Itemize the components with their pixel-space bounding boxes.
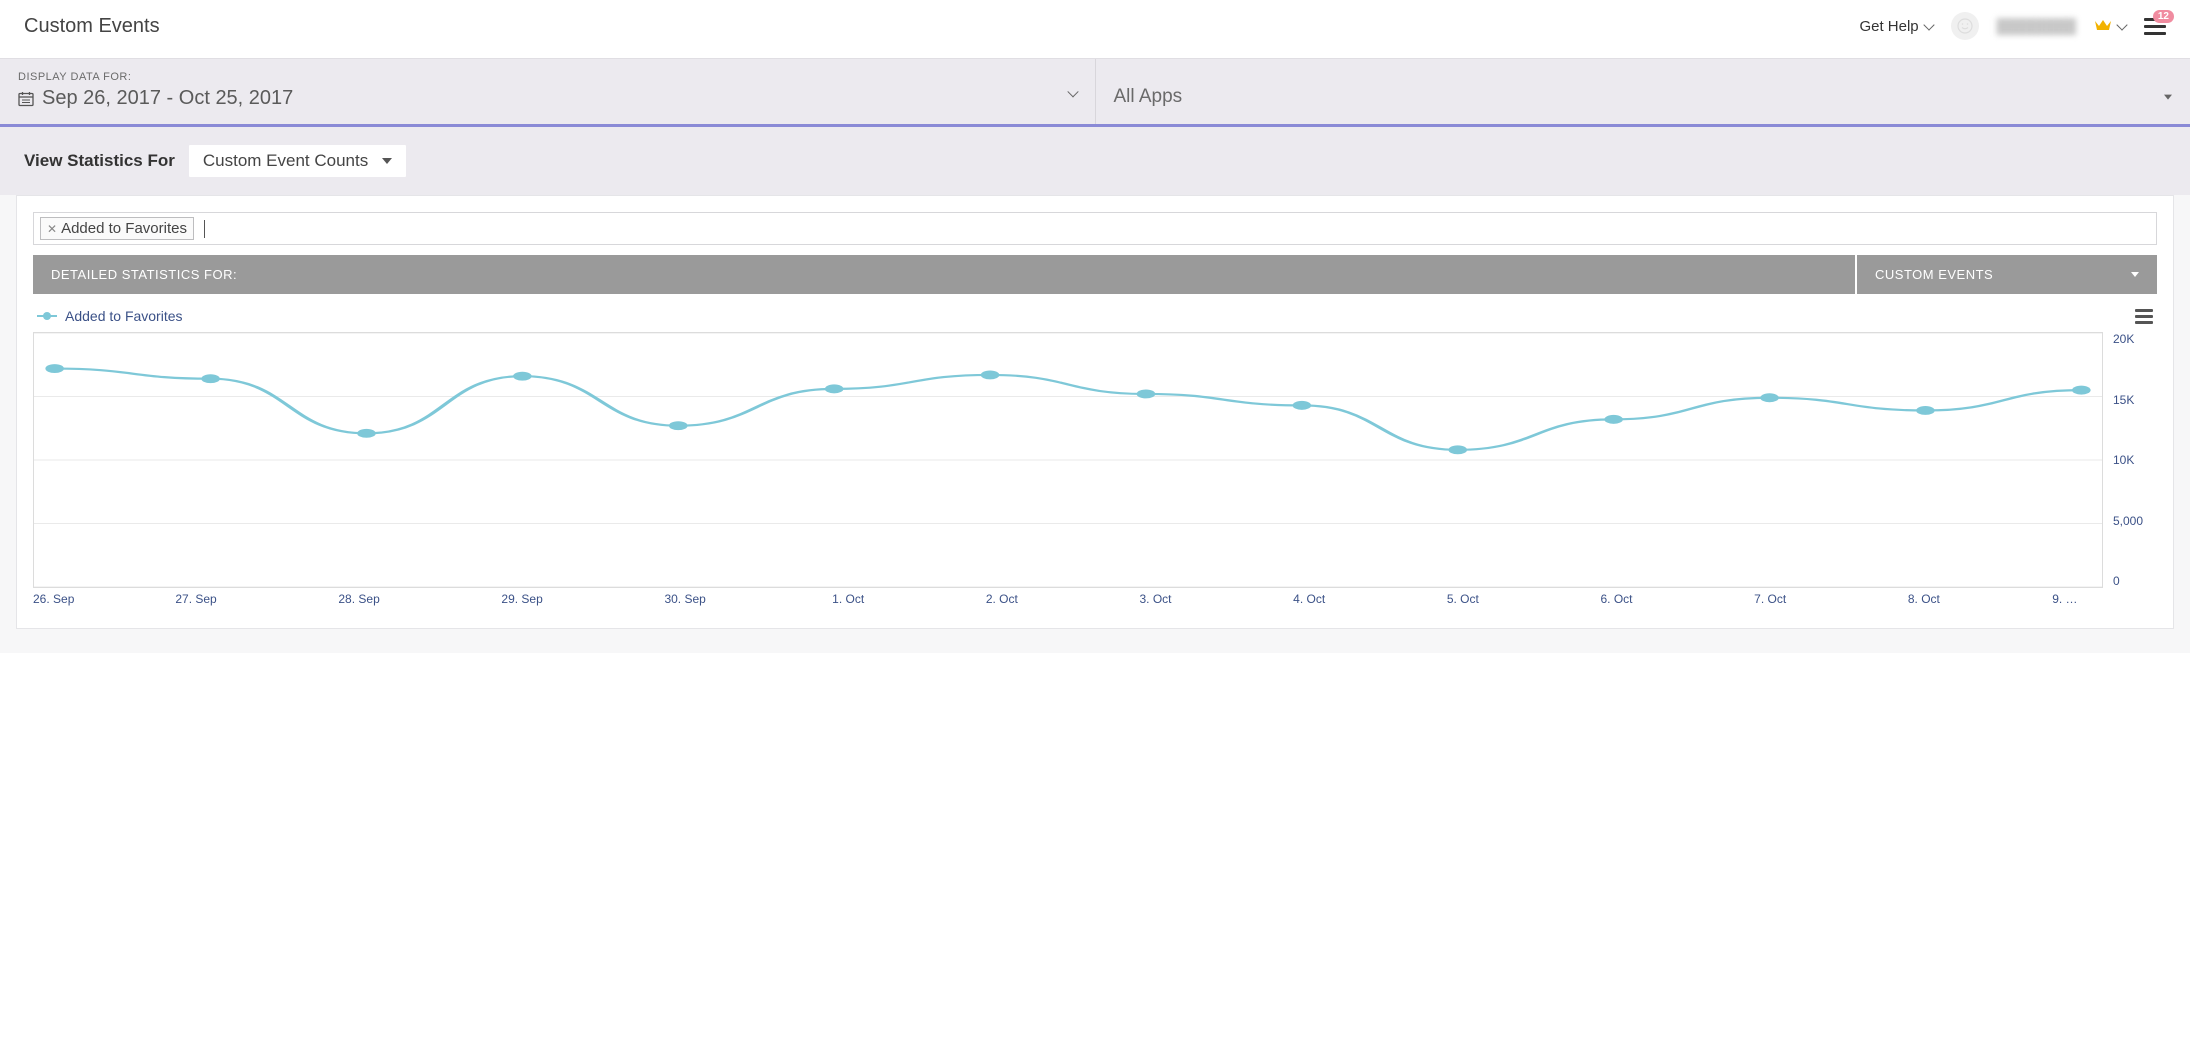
chart-area: 20K 15K 10K 5,000 0 26. Sep 27. Sep 28. Sep 29.… [33,332,2157,612]
filter-tag-label: Added to Favorites [61,220,187,237]
notification-badge: 12 [2153,10,2174,23]
x-tick-label: 27. Sep [175,592,216,612]
x-tick-label: 29. Sep [501,592,542,612]
legend-marker-icon [37,315,57,317]
stats-type-value: CUSTOM EVENTS [1875,267,1993,282]
text-cursor [204,220,205,238]
caret-down-icon [382,158,392,164]
x-tick-label: 6. Oct [1601,592,1633,612]
chevron-down-icon [1069,87,1077,101]
app-selector[interactable]: All Apps [1096,59,2190,124]
app-selector-value: All Apps [1114,86,2173,108]
stat-type-value: Custom Event Counts [203,151,368,171]
crown-icon [2094,16,2112,37]
stats-bar-label: DETAILED STATISTICS FOR: [33,255,1857,294]
chevron-down-icon [1923,19,1934,30]
y-tick-label: 5,000 [2113,514,2143,528]
page-title: Custom Events [24,15,160,38]
stat-type-select[interactable]: Custom Event Counts [189,145,406,177]
x-tick-label: 30. Sep [664,592,705,612]
stats-type-dropdown[interactable]: CUSTOM EVENTS [1857,255,2157,294]
x-tick-label: 9. … [2052,592,2077,612]
x-tick-label: 8. Oct [1908,592,1940,612]
get-help-dropdown[interactable]: Get Help [1859,18,1932,35]
chart-menu-button[interactable] [2135,309,2153,324]
date-range-label: DISPLAY DATA FOR: [18,71,1077,83]
avatar[interactable] [1951,12,1979,40]
y-tick-label: 20K [2113,332,2134,346]
chart-plot[interactable] [33,332,2103,588]
x-tick-label: 1. Oct [832,592,864,612]
date-range-selector[interactable]: DISPLAY DATA FOR: Sep 26, 2017 - Oct 25,… [0,59,1096,124]
date-range-value: Sep 26, 2017 - Oct 25, 2017 [42,87,293,110]
legend-label: Added to Favorites [65,308,183,324]
x-tick-label: 7. Oct [1754,592,1786,612]
caret-down-icon [2131,272,2139,277]
chart-legend-item[interactable]: Added to Favorites [37,308,183,324]
get-help-label: Get Help [1859,18,1918,35]
x-tick-label: 4. Oct [1293,592,1325,612]
remove-tag-icon[interactable]: ✕ [47,222,57,236]
filter-tag: ✕ Added to Favorites [40,217,194,240]
smile-icon [1957,18,1973,34]
x-tick-label: 28. Sep [338,592,379,612]
caret-down-icon [2164,86,2172,104]
y-tick-label: 15K [2113,393,2134,407]
x-tick-label: 2. Oct [986,592,1018,612]
y-tick-label: 10K [2113,453,2134,467]
calendar-icon [18,91,34,107]
premium-dropdown[interactable] [2094,16,2126,37]
x-tick-label: 5. Oct [1447,592,1479,612]
view-statistics-label: View Statistics For [24,151,175,171]
x-tick-label: 3. Oct [1139,592,1171,612]
event-filter-input[interactable]: ✕ Added to Favorites [33,212,2157,245]
x-tick-label: 26. Sep [33,592,74,612]
user-name: ████████ [1997,18,2076,34]
chevron-down-icon [2116,19,2127,30]
y-tick-label: 0 [2113,574,2120,588]
